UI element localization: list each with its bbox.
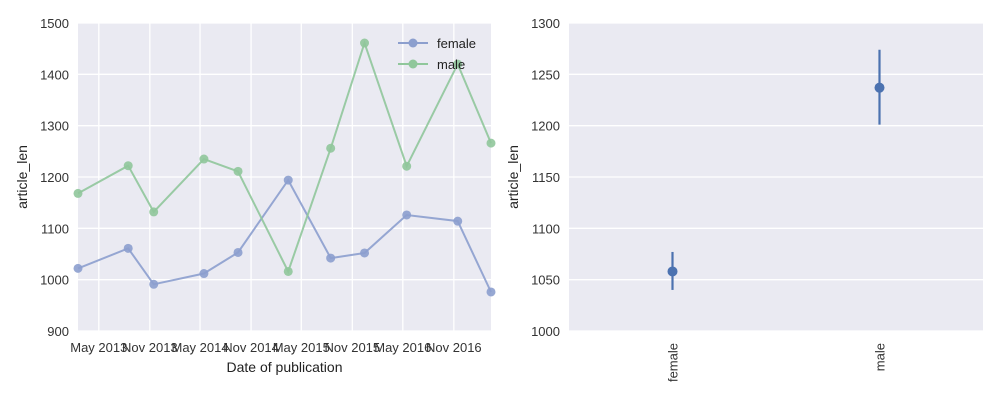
x-tick-label: Nov 2013: [122, 340, 178, 355]
data-point-male: [360, 38, 370, 48]
data-point-female: [123, 243, 133, 253]
legend-label-male: male: [437, 57, 465, 72]
data-point-male: [326, 143, 336, 153]
data-point-female: [283, 175, 293, 185]
data-point-male: [73, 188, 83, 198]
y-tick-label: 1300: [40, 119, 69, 134]
y-axis-label: article_len: [14, 145, 30, 209]
y-tick-label: 1100: [532, 221, 560, 236]
data-point-male: [199, 154, 209, 164]
data-point-female: [73, 263, 83, 273]
legend-marker-female: [408, 38, 418, 48]
data-point-male: [233, 166, 243, 176]
data-point-female: [199, 269, 209, 279]
data-point-female: [453, 216, 463, 226]
y-tick-label: 1000: [531, 324, 560, 339]
data-point-female: [402, 210, 412, 220]
data-point-female: [360, 248, 370, 258]
data-point-male: [402, 161, 412, 171]
y-tick-label: 1200: [40, 170, 69, 185]
y-tick-label: 1250: [531, 67, 560, 82]
legend-label-female: female: [437, 36, 476, 51]
y-axis-label: article_len: [505, 145, 521, 209]
legend-marker-male: [408, 59, 418, 69]
x-tick-label: Nov 2014: [223, 340, 279, 355]
data-point-female: [326, 253, 336, 263]
x-axis-label: Date of publication: [227, 359, 343, 375]
x-tick-label: May 2014: [171, 340, 228, 355]
x-tick-label: male: [873, 343, 888, 371]
y-tick-label: 1000: [40, 273, 69, 288]
data-point-male: [486, 138, 496, 148]
legend: female male: [398, 36, 476, 72]
data-point-female: [486, 287, 496, 297]
y-tick-label: 900: [47, 324, 69, 339]
data-point-female: [233, 247, 243, 257]
y-tick-label: 1150: [532, 170, 560, 185]
y-tick-label: 1050: [531, 273, 560, 288]
data-point-male: [123, 161, 133, 171]
x-tick-label: female: [666, 343, 681, 382]
data-point-male: [149, 207, 159, 217]
y-tick-label: 1100: [41, 221, 69, 236]
x-tick-label: Nov 2015: [324, 340, 380, 355]
x-tick-label: May 2015: [273, 340, 330, 355]
x-tick-label: Nov 2016: [426, 340, 482, 355]
data-point-male: [453, 59, 463, 69]
data-point-female: [667, 266, 678, 277]
y-tick-label: 1500: [40, 16, 69, 31]
y-tick-label: 1200: [531, 119, 560, 134]
y-tick-label: 1400: [40, 67, 69, 82]
x-tick-label: May 2013: [70, 340, 127, 355]
right-point-chart: 1000 1050 1100 1150 1200 1250 1300 female male ar…: [505, 16, 983, 382]
y-tick-label: 1300: [531, 16, 560, 31]
data-point-male: [283, 266, 293, 276]
data-point-female: [149, 279, 159, 289]
x-tick-label: May 2016: [374, 340, 431, 355]
data-point-male: [874, 82, 885, 93]
